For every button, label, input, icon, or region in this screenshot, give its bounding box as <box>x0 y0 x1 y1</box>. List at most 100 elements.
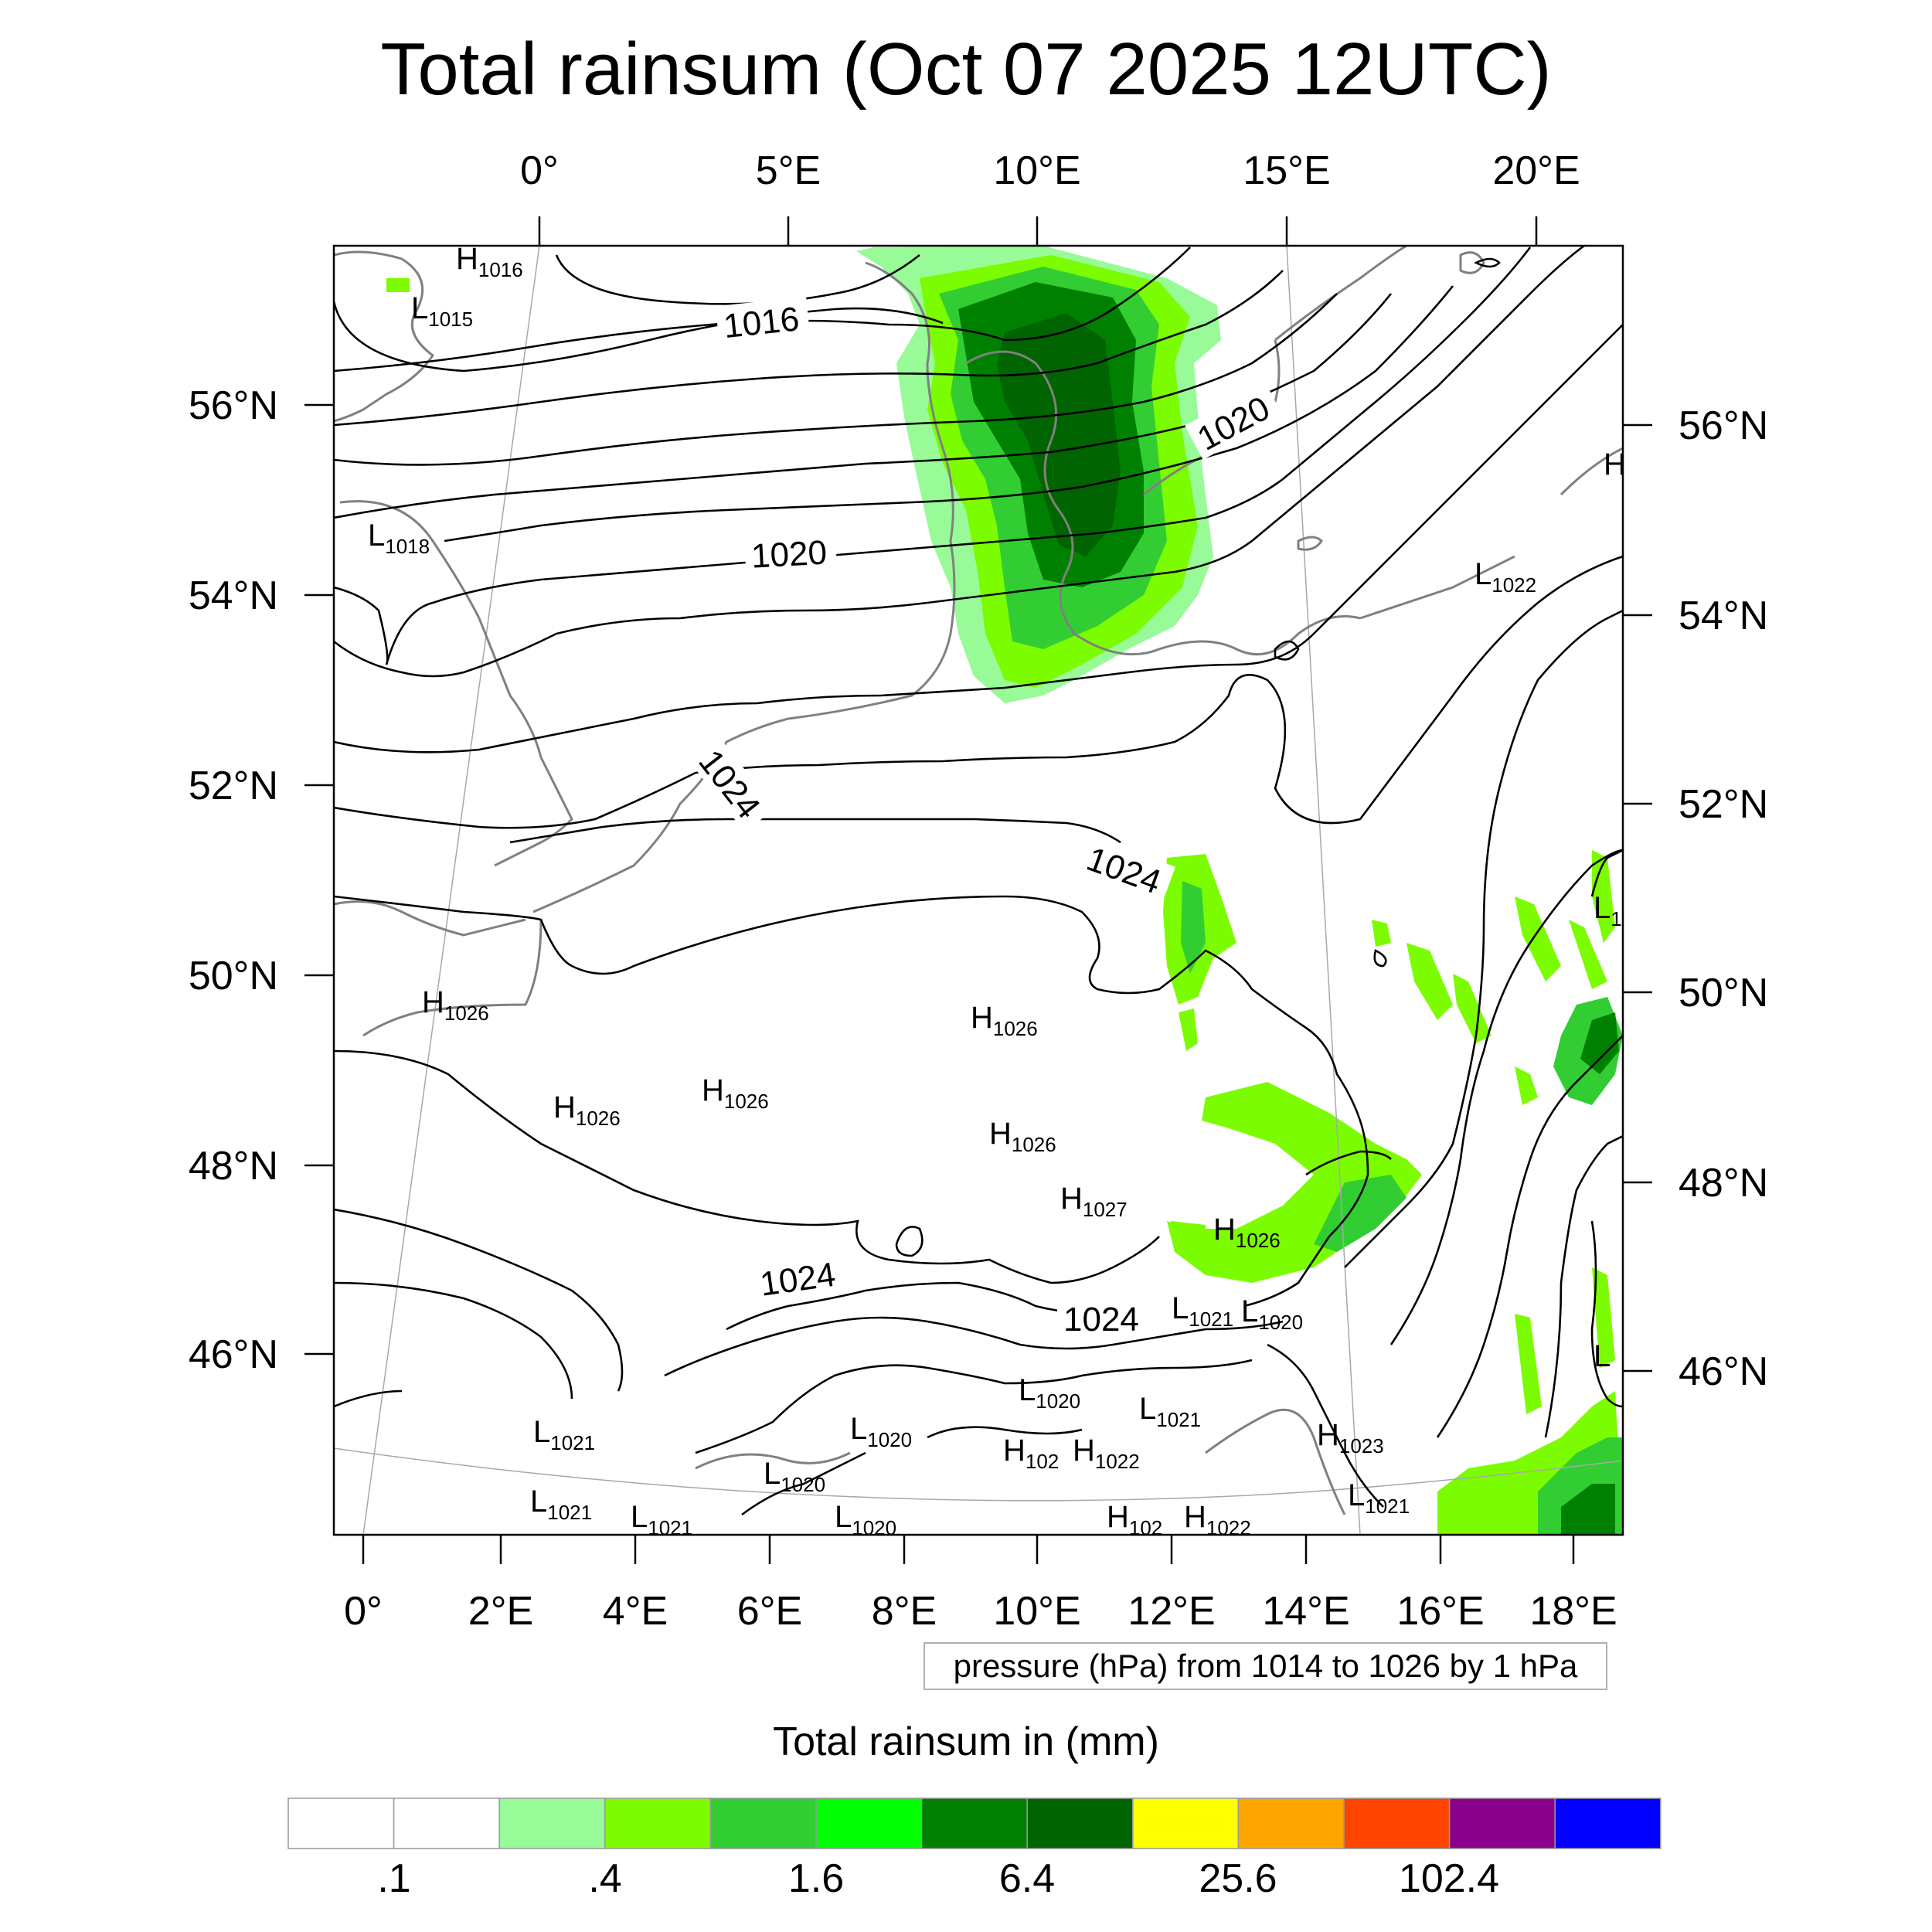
left-lat-label: 46°N <box>189 1332 278 1377</box>
coast-britain-east <box>339 500 573 867</box>
rain-streak-east-3 <box>1515 896 1561 981</box>
pressure-center-low: L1020 <box>835 1500 896 1539</box>
coast-lowcountries <box>532 717 789 913</box>
isobar-15 <box>334 1208 624 1392</box>
isobar-23 <box>1267 1343 1384 1508</box>
bottom-lon-label: 12°E <box>1128 1589 1215 1634</box>
isobar-13 <box>334 895 1369 1308</box>
bottom-lon-label: 6°E <box>737 1589 802 1634</box>
colorbar-swatch <box>920 1798 1028 1849</box>
pressure-centers: H1016 L1015 L1018 L1022 H L1 H1026 H1026… <box>368 242 1626 1539</box>
pressure-center-low: L1021 <box>530 1485 592 1524</box>
pressure-center-low: L <box>1594 1339 1611 1373</box>
isobar-4 <box>334 270 1284 427</box>
rain-area-central-2 <box>1181 881 1206 974</box>
bottom-lon-label: 8°E <box>872 1589 937 1634</box>
right-lat-label: 50°N <box>1679 971 1768 1015</box>
isobar-20 <box>695 1359 1253 1454</box>
pressure-center-low: L1020 <box>850 1412 912 1451</box>
right-lat-label: 56°N <box>1679 403 1768 448</box>
colorbar-swatch <box>1343 1798 1451 1849</box>
pressure-center-low: L1015 <box>411 291 473 331</box>
pressure-center-high: H1026 <box>702 1073 769 1113</box>
bottom-lon-label: 0° <box>344 1589 383 1634</box>
top-lon-labels: 0° 5°E 10°E 15°E 20°E <box>520 148 1580 193</box>
pressure-center-high: H1016 <box>456 242 523 281</box>
rain-streak-southeast <box>1515 1314 1542 1414</box>
colorbar-label: 25.6 <box>1199 1856 1277 1901</box>
isobar-25 <box>1389 849 1623 1345</box>
pressure-center-low: L1021 <box>1348 1478 1410 1518</box>
colorbar-swatch <box>604 1798 712 1849</box>
isobar-label: 1024 <box>1063 1301 1139 1338</box>
pressure-center-high: H1026 <box>553 1090 621 1130</box>
bottom-lon-label: 16°E <box>1396 1589 1484 1634</box>
pressure-center-high: H <box>1604 447 1626 481</box>
colorbar-label: .1 <box>377 1856 410 1901</box>
coast-sweden-east <box>1274 246 1407 342</box>
rain-patch-northwest <box>386 278 410 292</box>
top-lon-label: 0° <box>520 148 559 193</box>
pressure-center-low: L1018 <box>368 519 430 558</box>
isobar-label: 1020 <box>750 534 828 576</box>
right-lat-label: 48°N <box>1679 1161 1768 1206</box>
pressure-center-high: H1023 <box>1317 1418 1384 1458</box>
isobar-label: 1016 <box>722 300 801 345</box>
isobar-29 <box>1305 1150 1392 1176</box>
right-ticks <box>1623 423 1652 1372</box>
isobar-17 <box>334 1389 403 1408</box>
isobar-5 <box>334 293 1338 466</box>
top-lon-label: 15°E <box>1243 148 1330 193</box>
isobar-19 <box>664 1316 1284 1377</box>
isobar-6 <box>334 293 1393 519</box>
precipitation-shading <box>386 246 1623 1535</box>
coast-baltic-south <box>1073 615 1361 656</box>
coast-poland <box>1359 555 1515 620</box>
contour-info-box: pressure (hPa) from 1014 to 1026 by 1 hP… <box>923 1642 1607 1690</box>
pressure-center-low: L1021 <box>631 1500 692 1539</box>
colorbar-title: Total rainsum in (mm) <box>773 1719 1159 1764</box>
isobar-26 <box>1436 1035 1623 1438</box>
top-ticks <box>538 216 1538 246</box>
isobar-34 <box>1274 640 1300 661</box>
bottom-lon-label: 10°E <box>993 1589 1080 1634</box>
coast-denmark <box>965 350 1076 634</box>
isobar-18 <box>726 1281 1098 1331</box>
coast-ligurian <box>695 1451 851 1470</box>
isobar-2 <box>334 301 944 372</box>
pressure-center-low: L1022 <box>1475 557 1536 597</box>
isobar-32 <box>1373 949 1387 968</box>
colorbar-swatch <box>815 1798 923 1849</box>
left-lat-labels: 56°N 54°N 52°N 50°N 48°N 46°N <box>189 383 278 1377</box>
isobar-12 <box>509 818 1121 844</box>
coast-germany-north <box>787 261 956 720</box>
coast-normandy <box>362 919 543 1037</box>
pressure-center-high: H1022 <box>1073 1434 1140 1473</box>
coast-adriatic <box>1205 1408 1346 1515</box>
coastlines <box>334 246 1623 1515</box>
isobar-28 <box>1590 1220 1623 1408</box>
isobar-3 <box>334 247 1191 372</box>
pressure-center-low: L1020 <box>1019 1373 1080 1413</box>
left-lat-label: 56°N <box>189 383 278 428</box>
colorbar-swatch <box>393 1798 500 1849</box>
pressure-center-low: L1021 <box>1139 1392 1201 1431</box>
colorbar-label: .4 <box>588 1856 621 1901</box>
isobar-21 <box>741 1451 866 1516</box>
parallel-45n <box>334 1447 1623 1502</box>
rain-streak-east-2 <box>1453 974 1492 1043</box>
coast-britain-south <box>334 900 526 937</box>
meridian-15e <box>1286 246 1361 1535</box>
coast-baltic-east <box>1560 447 1623 496</box>
top-lon-label: 10°E <box>993 148 1080 193</box>
pressure-center-low: L1020 <box>764 1457 825 1496</box>
bottom-lon-labels: 0° 2°E 4°E 6°E 8°E 10°E 12°E 14°E 16°E 1… <box>344 1589 1617 1634</box>
pressure-center-low: L1021 <box>533 1415 595 1454</box>
isobar-11 <box>334 555 1623 829</box>
isobar-24 <box>1344 609 1623 1268</box>
colorbar-swatch <box>498 1798 606 1849</box>
right-lat-labels: 56°N 54°N 52°N 50°N 48°N 46°N <box>1679 403 1768 1394</box>
pressure-center-high: H1026 <box>971 1001 1038 1040</box>
isobar-16 <box>334 1281 573 1400</box>
pressure-center-high: H1026 <box>422 985 489 1025</box>
